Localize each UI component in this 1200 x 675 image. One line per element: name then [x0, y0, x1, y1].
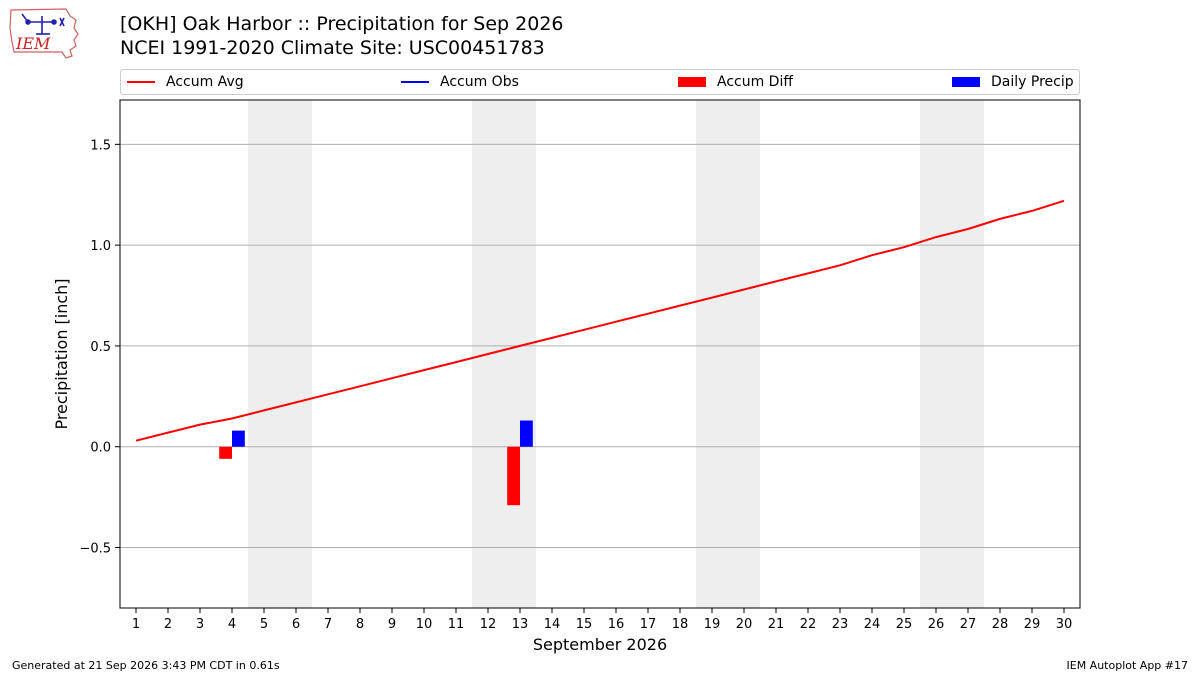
x-tick-label: 16	[608, 617, 625, 632]
legend-swatch	[952, 77, 980, 87]
x-tick-label: 30	[1056, 617, 1073, 632]
x-tick-label: 15	[576, 617, 593, 632]
daily-precip-bar	[520, 420, 533, 447]
x-tick-label: 23	[832, 617, 849, 632]
x-tick-label: 12	[480, 617, 497, 632]
x-axis-label: September 2026	[533, 635, 667, 654]
daily-precip-bar	[232, 430, 245, 447]
x-tick-label: 8	[356, 617, 364, 632]
x-tick-label: 14	[544, 617, 561, 632]
x-tick-label: 13	[512, 617, 529, 632]
x-tick-label: 5	[260, 617, 268, 632]
x-tick-label: 9	[388, 617, 396, 632]
chart-title: [OKH] Oak Harbor :: Precipitation for Se…	[120, 13, 564, 35]
legend-swatch	[127, 81, 155, 83]
legend: Accum Avg Accum Obs Accum Diff Daily Pre…	[120, 69, 1080, 95]
x-tick-label: 25	[896, 617, 913, 632]
x-tick-label: 19	[704, 617, 721, 632]
x-tick-label: 1	[132, 617, 140, 632]
legend-item-accum-obs: Accum Obs	[401, 70, 519, 94]
x-tick-label: 27	[960, 617, 977, 632]
y-tick-label: 1.5	[90, 138, 111, 153]
y-axis-label: Precipitation [inch]	[52, 278, 71, 429]
x-tick-label: 28	[992, 617, 1009, 632]
iem-logo: IEM	[9, 8, 79, 59]
legend-label: Accum Obs	[440, 74, 519, 90]
weather-station-icon	[21, 13, 65, 35]
legend-label: Accum Avg	[166, 74, 244, 90]
legend-item-accum-avg: Accum Avg	[127, 70, 244, 94]
x-tick-label: 10	[416, 617, 433, 632]
legend-label: Daily Precip	[991, 74, 1074, 90]
legend-label: Accum Diff	[717, 74, 794, 90]
x-tick-label: 11	[448, 617, 465, 632]
x-tick-label: 26	[928, 617, 945, 632]
x-tick-label: 20	[736, 617, 753, 632]
plot-frame	[119, 99, 1081, 609]
x-tick-label: 29	[1024, 617, 1041, 632]
accum-diff-bar	[507, 446, 520, 506]
x-tick-label: 18	[672, 617, 689, 632]
accum-diff-bar	[219, 446, 232, 459]
legend-item-daily-precip: Daily Precip	[952, 70, 1074, 94]
x-tick-label: 7	[324, 617, 332, 632]
logo-text: IEM	[15, 34, 51, 53]
accum-avg-line	[135, 199, 1065, 442]
weekend-shade	[472, 100, 536, 608]
x-tick-label: 4	[228, 617, 236, 632]
y-tick-label: 0.0	[90, 441, 111, 456]
legend-swatch	[401, 81, 429, 83]
app-label: IEM Autoplot App #17	[1066, 659, 1189, 672]
legend-swatch	[678, 77, 706, 87]
y-tick-label: −0.5	[79, 542, 111, 557]
chart-subtitle: NCEI 1991-2020 Climate Site: USC00451783	[120, 37, 545, 59]
x-tick-label: 22	[800, 617, 817, 632]
x-tick-label: 21	[768, 617, 785, 632]
y-tick-label: 0.5	[90, 340, 111, 355]
weekend-shade	[248, 100, 312, 608]
generated-timestamp: Generated at 21 Sep 2026 3:43 PM CDT in …	[12, 659, 280, 672]
x-tick-label: 3	[196, 617, 204, 632]
x-tick-label: 17	[640, 617, 657, 632]
x-tick-label: 6	[292, 617, 300, 632]
y-tick-label: 1.0	[90, 239, 111, 254]
x-tick-label: 2	[164, 617, 172, 632]
weekend-shade	[920, 100, 984, 608]
weekend-shade	[696, 100, 760, 608]
legend-item-accum-diff: Accum Diff	[678, 70, 793, 94]
x-tick-label: 24	[864, 617, 881, 632]
